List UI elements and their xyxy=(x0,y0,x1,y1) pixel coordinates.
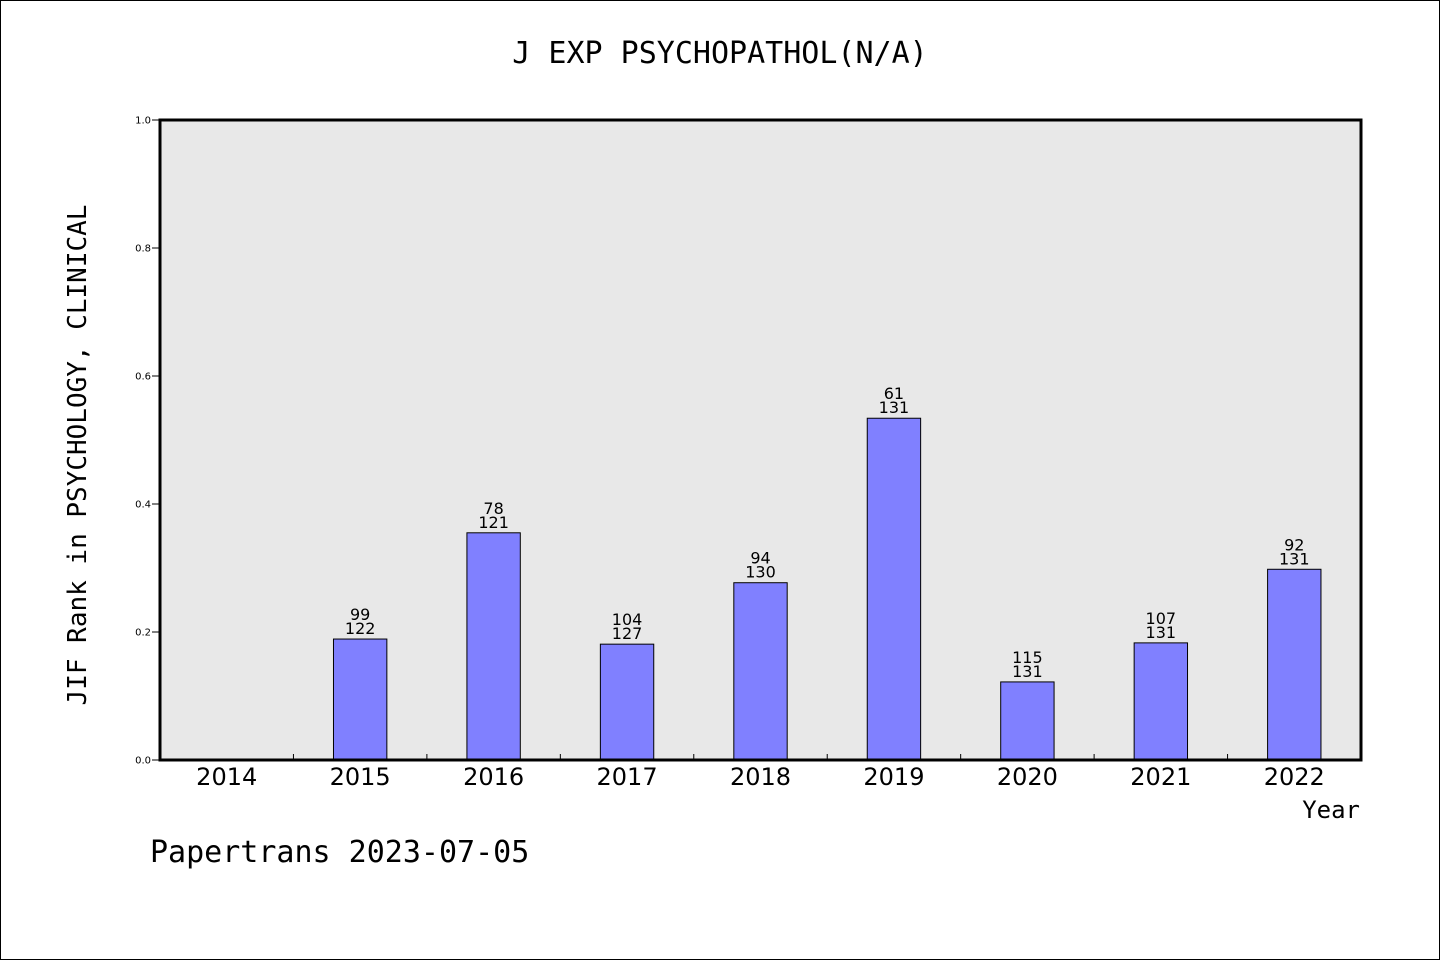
y-tick-label: 1.0 xyxy=(135,116,151,127)
y-tick-label: 0.0 xyxy=(135,756,151,767)
x-tick-label: 2016 xyxy=(463,763,524,791)
bar-label-rank: 104 xyxy=(612,610,643,629)
x-tick-label: 2015 xyxy=(330,763,391,791)
x-tick-label: 2018 xyxy=(730,763,791,791)
bar-label-total: 127 xyxy=(612,624,643,643)
x-tick-label: 2014 xyxy=(196,763,257,791)
y-tick-label: 0.2 xyxy=(135,628,151,639)
bar-label-rank: 94 xyxy=(750,549,770,568)
bar-label-rank: 107 xyxy=(1146,609,1177,628)
bar-labels: 9912278121104127941306113111513110713192… xyxy=(345,384,1310,681)
bar-label-total: 131 xyxy=(1146,623,1177,642)
bar-label-rank: 61 xyxy=(884,384,904,403)
bar xyxy=(466,532,521,761)
bar xyxy=(1000,681,1055,761)
plot-border xyxy=(158,118,1363,762)
y-ticks: 0.0 0.2 0.4 0.6 0.8 1.0 xyxy=(135,116,160,767)
bar xyxy=(866,417,922,761)
x-tick-label: 2019 xyxy=(863,763,924,791)
bar-label-total: 131 xyxy=(1279,549,1310,568)
x-axis-label: Year xyxy=(1302,796,1360,824)
bar xyxy=(1133,642,1189,761)
bar xyxy=(733,582,788,761)
bar-label-total: 130 xyxy=(745,563,776,582)
bar-label-total: 131 xyxy=(879,398,910,417)
bar xyxy=(332,638,388,761)
bar-label-rank: 92 xyxy=(1284,535,1304,554)
x-tick-label: 2021 xyxy=(1130,763,1191,791)
bar-label-rank: 115 xyxy=(1012,648,1043,667)
y-tick-label: 0.8 xyxy=(135,244,151,255)
bar xyxy=(599,643,655,761)
y-tick-label: 0.4 xyxy=(135,500,151,511)
bar-label-rank: 99 xyxy=(350,605,370,624)
category-labels: 2014 2015 2016 2017 2018 2019 2020 2021 2022 xyxy=(196,763,1325,791)
bar-label-rank: 78 xyxy=(483,499,503,518)
bar-label-total: 121 xyxy=(478,513,509,532)
bar-label-total: 131 xyxy=(1012,662,1043,681)
x-tick-label: 2017 xyxy=(597,763,658,791)
x-tick-label: 2020 xyxy=(997,763,1058,791)
bar xyxy=(1267,568,1322,761)
x-tick-label: 2022 xyxy=(1264,763,1325,791)
bar-label-total: 122 xyxy=(345,619,376,638)
y-tick-label: 0.6 xyxy=(135,372,151,383)
chart-title: J EXP PSYCHOPATHOL(N/A) xyxy=(512,36,928,71)
footer-credit: Papertrans 2023-07-05 xyxy=(150,835,530,870)
